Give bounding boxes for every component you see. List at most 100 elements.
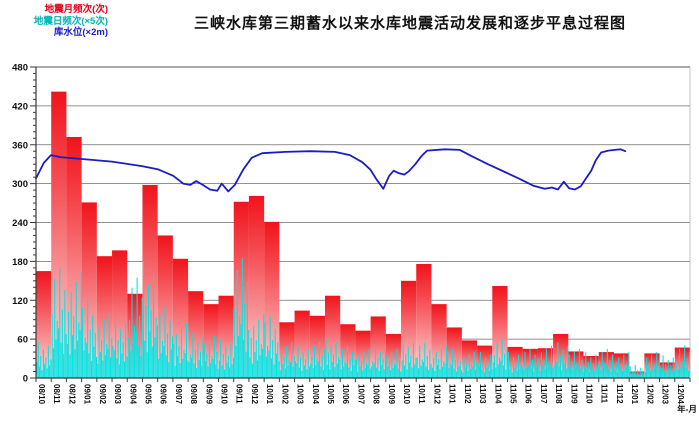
spike bbox=[99, 352, 101, 378]
x-axis-label-11/12: 11/12 bbox=[615, 384, 624, 404]
spike bbox=[357, 371, 359, 378]
spike bbox=[559, 355, 561, 378]
spike bbox=[126, 356, 128, 378]
daily-spikes-09/12 bbox=[249, 313, 265, 378]
spike bbox=[231, 364, 233, 378]
spike bbox=[507, 352, 509, 378]
x-axis-label-08/12: 08/12 bbox=[67, 384, 76, 405]
spike bbox=[637, 369, 639, 378]
spike bbox=[177, 355, 179, 378]
daily-spikes-11/04 bbox=[492, 339, 508, 379]
spike bbox=[279, 370, 281, 378]
spike bbox=[111, 337, 113, 378]
monthly-bar-09/12 bbox=[248, 195, 265, 378]
monthly-bar-11/04 bbox=[492, 285, 508, 378]
spike bbox=[576, 362, 578, 378]
spike bbox=[225, 346, 227, 378]
daily-spikes-12/03 bbox=[660, 355, 676, 378]
spike bbox=[663, 370, 665, 378]
spike bbox=[41, 370, 43, 378]
spike bbox=[141, 297, 143, 378]
spike bbox=[599, 361, 601, 378]
legend-item-daily-frequency: 地震日频次(×5次) bbox=[33, 15, 108, 27]
spike bbox=[363, 351, 365, 378]
spike bbox=[349, 357, 351, 378]
spike bbox=[137, 345, 139, 378]
spike bbox=[367, 364, 369, 378]
spike bbox=[538, 357, 540, 378]
spike bbox=[644, 372, 646, 378]
spike bbox=[321, 355, 323, 378]
spike bbox=[108, 313, 110, 378]
spike bbox=[288, 359, 290, 378]
spike bbox=[580, 368, 582, 378]
spike bbox=[628, 352, 630, 378]
spike bbox=[602, 367, 605, 378]
spike bbox=[205, 361, 207, 378]
x-axis-label-09/08: 09/08 bbox=[189, 384, 198, 405]
spike bbox=[440, 348, 442, 378]
spike bbox=[122, 342, 124, 378]
spike bbox=[534, 354, 536, 378]
spike bbox=[658, 361, 660, 378]
x-axis-label-11/01: 11/01 bbox=[448, 384, 457, 404]
spike bbox=[433, 357, 435, 378]
spike bbox=[594, 371, 596, 378]
x-axis-label-09/02: 09/02 bbox=[98, 384, 107, 405]
spike bbox=[390, 370, 392, 378]
spike bbox=[667, 359, 669, 378]
spike bbox=[69, 354, 71, 378]
spike bbox=[263, 313, 265, 378]
spike bbox=[458, 366, 460, 378]
spike bbox=[654, 366, 657, 378]
monthly-bar-09/06 bbox=[157, 235, 173, 378]
x-axis-label-11/08: 11/08 bbox=[554, 384, 563, 404]
x-axis-label-09/09: 09/09 bbox=[204, 384, 213, 405]
x-axis-label-10/02: 10/02 bbox=[280, 384, 289, 405]
spike bbox=[180, 328, 182, 378]
spike bbox=[581, 359, 583, 378]
spike bbox=[330, 345, 332, 379]
spike bbox=[291, 342, 293, 378]
spike bbox=[150, 310, 152, 378]
spike bbox=[274, 328, 276, 378]
spike bbox=[327, 352, 330, 378]
spike bbox=[286, 345, 288, 378]
spike bbox=[371, 366, 373, 378]
spike bbox=[140, 355, 142, 378]
spike bbox=[245, 351, 247, 378]
monthly-bar-09/10 bbox=[218, 295, 234, 378]
spike bbox=[519, 368, 521, 378]
spike bbox=[158, 358, 160, 378]
spike bbox=[544, 369, 546, 378]
spike bbox=[609, 359, 611, 378]
spike bbox=[453, 368, 455, 378]
spike bbox=[643, 374, 645, 378]
spike bbox=[582, 371, 584, 378]
daily-spikes-10/01 bbox=[264, 316, 280, 378]
x-axis-label-10/09: 10/09 bbox=[387, 384, 396, 405]
spike bbox=[37, 342, 39, 378]
spike bbox=[618, 357, 620, 378]
monthly-bar-09/08 bbox=[188, 291, 204, 378]
spike bbox=[93, 346, 95, 378]
spike bbox=[102, 360, 104, 378]
spike bbox=[123, 361, 125, 378]
spike bbox=[88, 353, 90, 378]
spike bbox=[493, 355, 496, 378]
daily-spikes-11/09 bbox=[568, 348, 584, 378]
daily-spikes-09/02 bbox=[97, 313, 113, 378]
spike bbox=[193, 363, 195, 378]
spike bbox=[142, 261, 144, 379]
spike bbox=[340, 369, 342, 378]
spike bbox=[282, 363, 284, 378]
spike bbox=[186, 322, 188, 378]
spike bbox=[409, 362, 411, 378]
spike bbox=[635, 373, 637, 378]
spike bbox=[533, 371, 535, 378]
spike bbox=[215, 364, 217, 378]
spike bbox=[155, 317, 157, 379]
spike bbox=[568, 354, 570, 378]
spike bbox=[353, 365, 355, 378]
spike bbox=[480, 352, 482, 378]
